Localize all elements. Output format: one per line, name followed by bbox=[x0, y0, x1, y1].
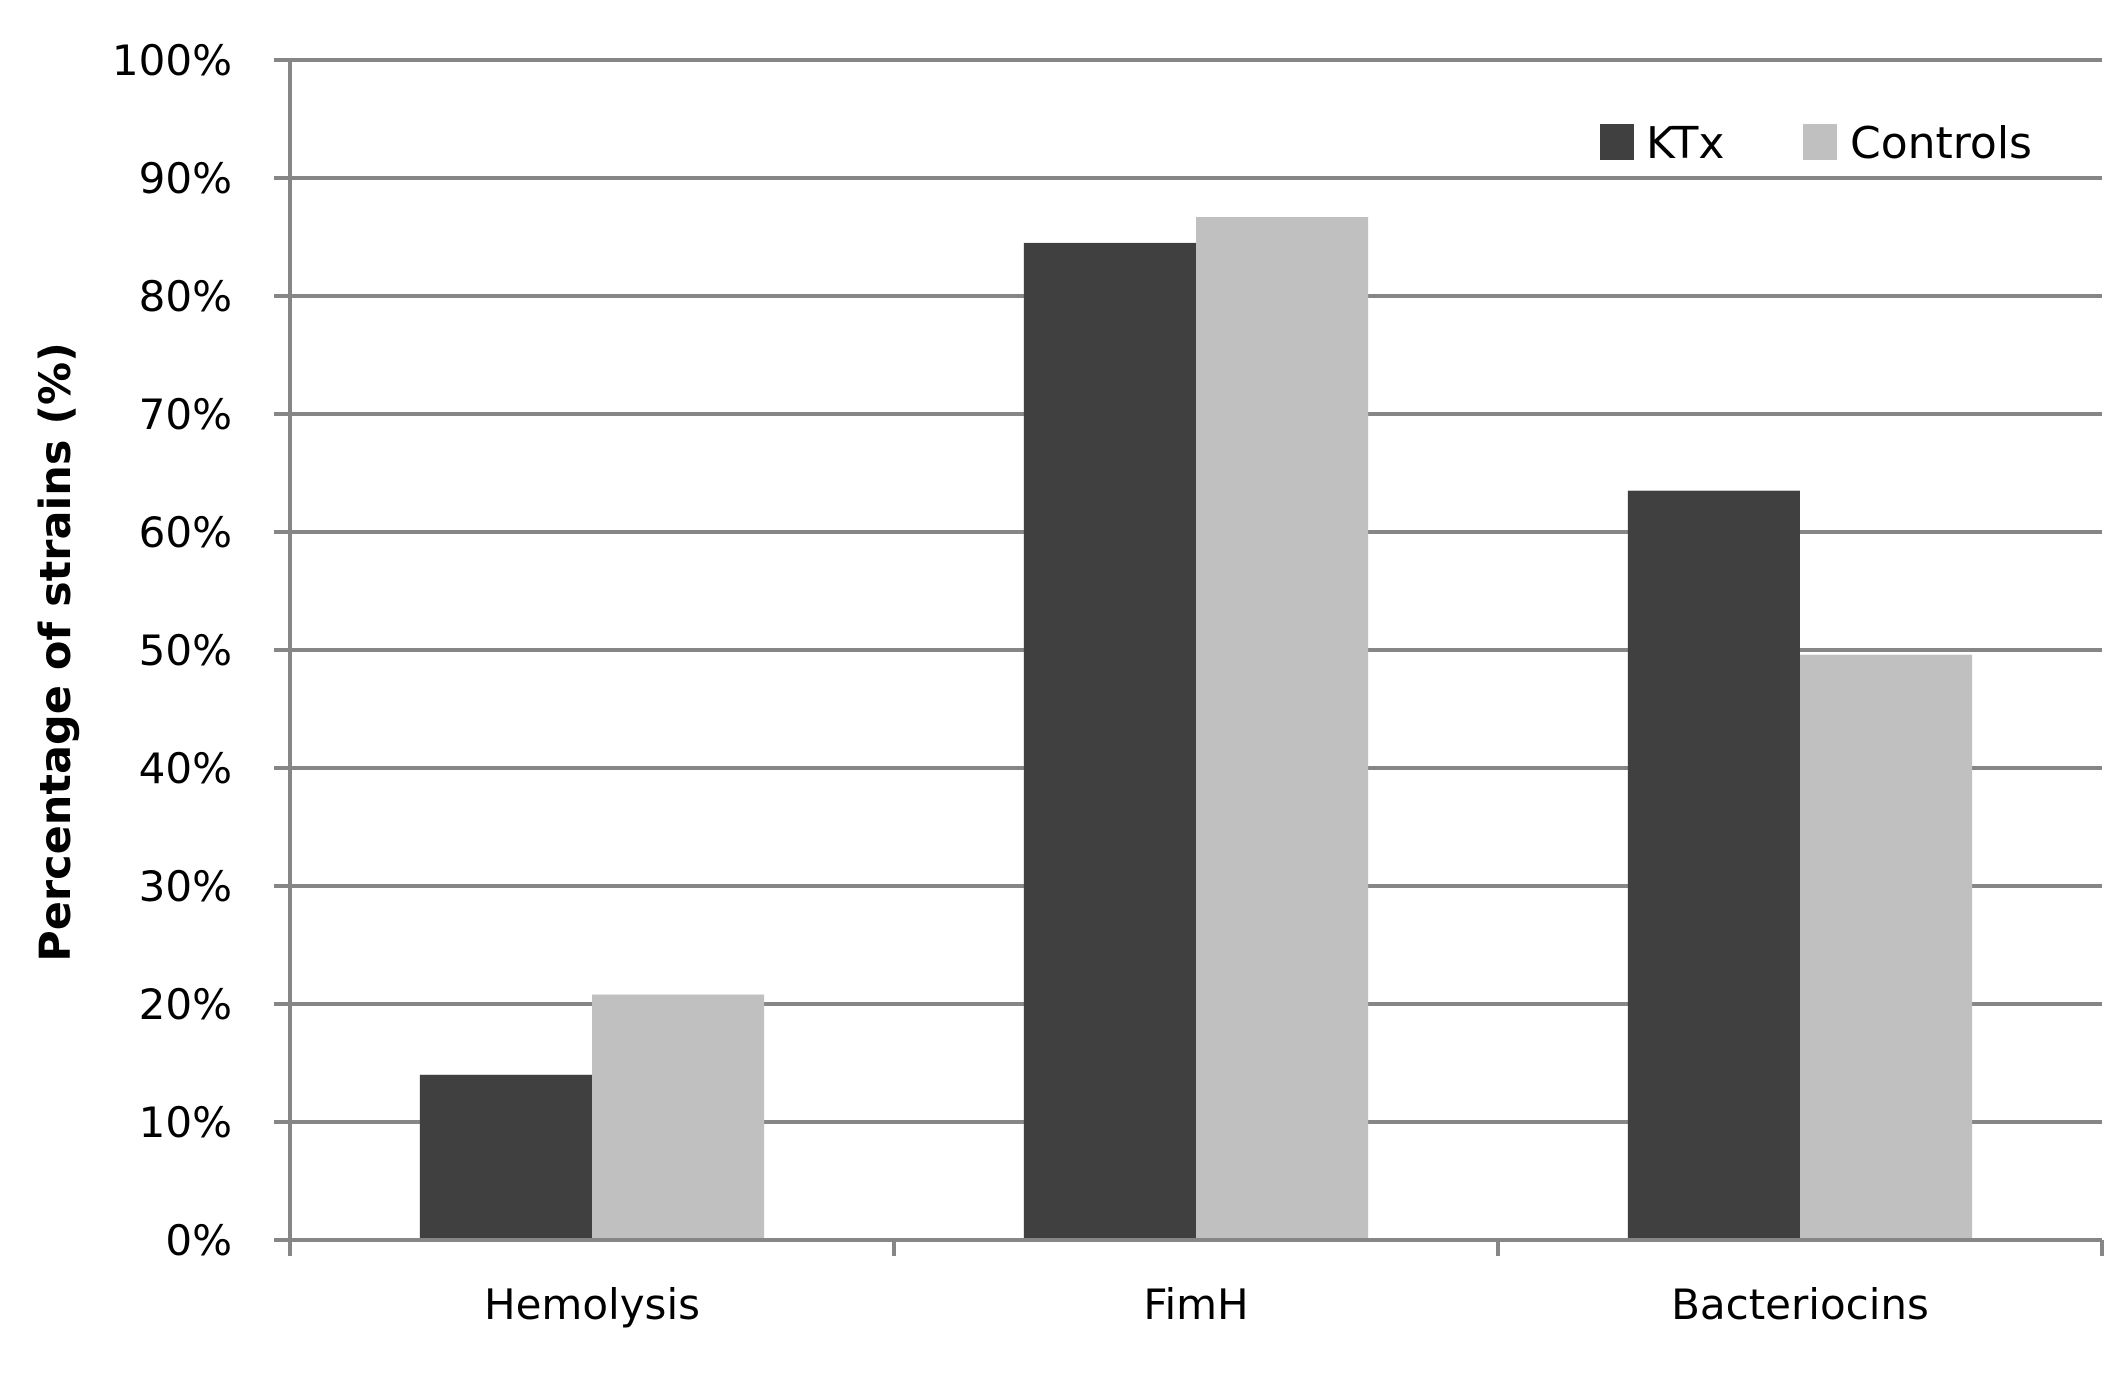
y-tick-label: 50% bbox=[139, 626, 232, 675]
y-tick-label: 20% bbox=[139, 980, 232, 1029]
legend-swatch-ktx bbox=[1600, 124, 1634, 160]
y-axis-title: Percentage of strains (%) bbox=[31, 342, 81, 962]
y-tick-label: 30% bbox=[139, 862, 232, 911]
y-tick-labels: 0% 10% 20% 30% 40% 50% 60% 70% 80% 90% 100% bbox=[112, 36, 232, 1265]
bar-ktx-bacteriocins bbox=[1627, 490, 1800, 1240]
legend: KTx Controls bbox=[1600, 118, 2032, 169]
x-category-labels: Hemolysis FimH Bacteriocins bbox=[484, 1280, 1929, 1329]
bar-ktx-fimh bbox=[1023, 242, 1196, 1240]
legend-swatch-controls bbox=[1803, 124, 1837, 160]
bar-controls-bacteriocins bbox=[1800, 654, 1973, 1240]
y-tick-label: 100% bbox=[112, 36, 232, 85]
y-tick-label: 60% bbox=[139, 508, 232, 557]
axes bbox=[274, 58, 2104, 1256]
y-tick-label: 70% bbox=[139, 390, 232, 439]
legend-label-ktx: KTx bbox=[1646, 118, 1724, 169]
y-tick-label: 10% bbox=[139, 1098, 232, 1147]
legend-label-controls: Controls bbox=[1850, 118, 2032, 169]
y-tick-label: 80% bbox=[139, 272, 232, 321]
x-category-label: Hemolysis bbox=[484, 1280, 700, 1329]
bars bbox=[419, 216, 1973, 1240]
bar-controls-fimh bbox=[1196, 216, 1369, 1240]
y-tick-label: 0% bbox=[165, 1216, 232, 1265]
bar-controls-hemolysis bbox=[592, 994, 765, 1240]
bar-ktx-hemolysis bbox=[419, 1074, 592, 1240]
y-tick-label: 90% bbox=[139, 154, 232, 203]
x-category-label: FimH bbox=[1143, 1280, 1248, 1329]
y-tick-label: 40% bbox=[139, 744, 232, 793]
x-category-label: Bacteriocins bbox=[1671, 1280, 1929, 1329]
